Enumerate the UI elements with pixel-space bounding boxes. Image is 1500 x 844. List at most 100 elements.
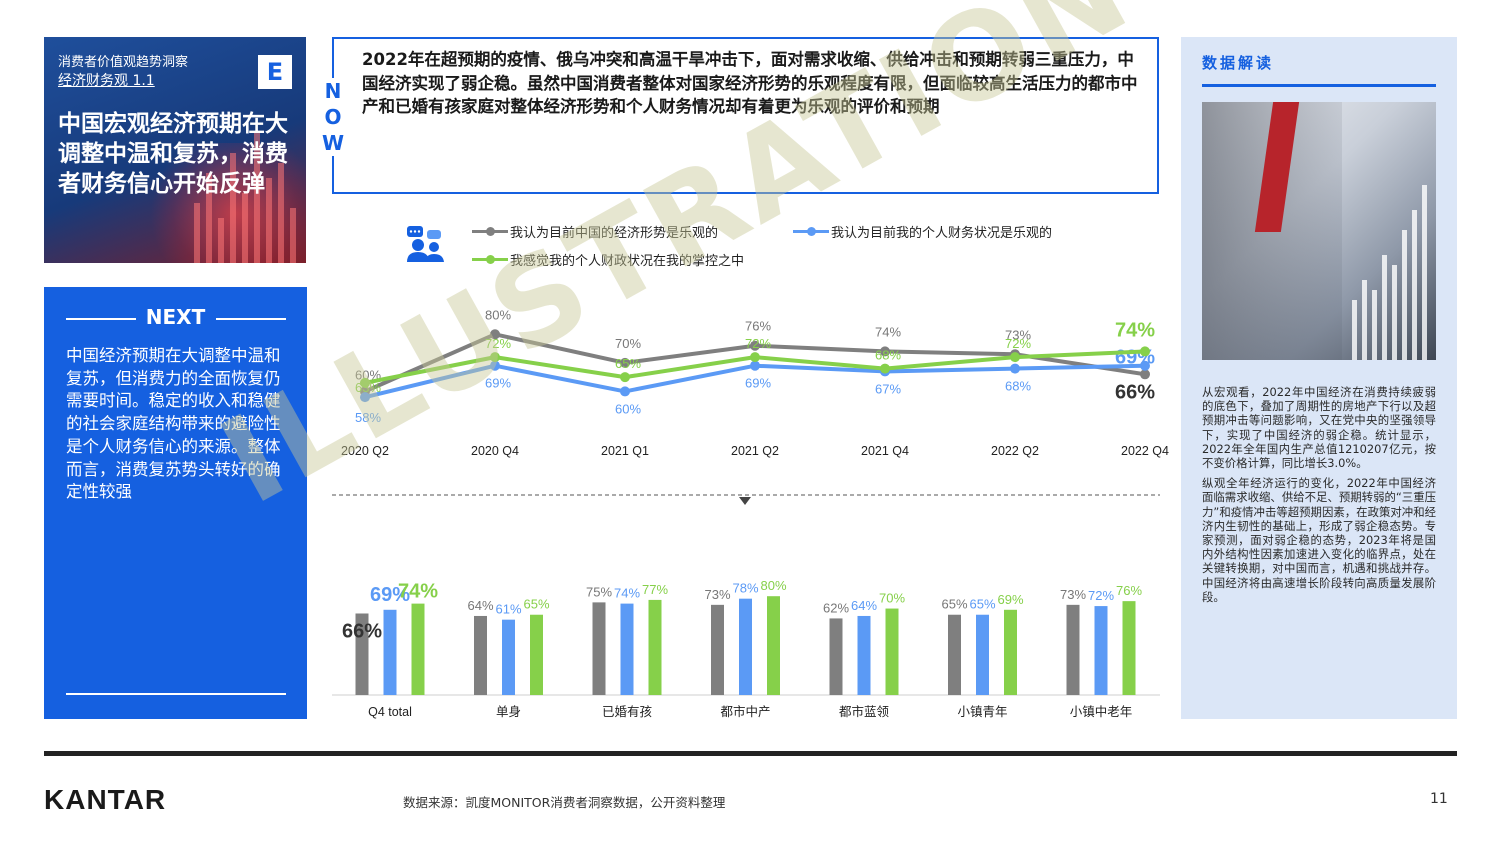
- bar-data-label-control: 77%: [642, 582, 668, 597]
- line-point-finance: [750, 360, 760, 371]
- line-x-tick-label: 2021 Q1: [601, 444, 649, 458]
- legend-label-finance: 我认为目前我的个人财务状况是乐观的: [831, 226, 1053, 241]
- next-rule-left: [66, 318, 136, 320]
- bar-data-label-finance: 61%: [495, 602, 521, 617]
- line-data-label-finance: 58%: [355, 410, 381, 425]
- line-point-control: [620, 372, 630, 383]
- line-data-label-finance: 67%: [875, 381, 901, 396]
- bar-data-label-finance: 69%: [370, 584, 410, 606]
- source-note: 数据来源：凯度MONITOR消费者洞察数据，公开资料整理: [403, 795, 726, 810]
- now-box: [332, 37, 1159, 194]
- bar-finance: [383, 609, 397, 695]
- line-data-label-control: 72%: [745, 336, 771, 351]
- bar-control: [648, 599, 662, 695]
- bar-data-label-finance: 78%: [732, 581, 758, 596]
- line-point-economy: [880, 346, 890, 357]
- bar-data-label-economy: 73%: [1060, 587, 1086, 602]
- line-data-label-finance: 69%: [745, 376, 771, 391]
- bar-economy: [711, 604, 724, 695]
- now-label: N O W: [318, 78, 348, 156]
- bar-control: [1004, 609, 1017, 695]
- bar-control: [530, 614, 543, 695]
- now-letter-n: N: [324, 79, 342, 103]
- insight-heading: 数据解读: [1202, 54, 1275, 72]
- line-x-tick-label: 2020 Q2: [341, 444, 389, 458]
- line-data-label-control: 63%: [355, 380, 381, 395]
- footer-rule: [44, 751, 1457, 756]
- insight-paragraph-1: 从宏观看，2022年中国经济在消费持续疲弱的底色下，叠加了周期性的房地产下行以及…: [1202, 385, 1436, 471]
- line-data-label-control: 74%: [1115, 319, 1155, 341]
- bar-finance: [620, 603, 634, 695]
- line-point-control: [1140, 346, 1150, 357]
- bar-data-label-economy: 64%: [467, 598, 493, 613]
- bar-finance: [739, 598, 752, 695]
- bar-data-label-control: 80%: [760, 578, 786, 593]
- trend-line-chart: 60% 80% 70% 76% 74% 73% 66% 58% 69% 60% 69% 67% 68% 6…: [341, 307, 1169, 458]
- chart-canvas: 60% 80% 70% 76% 74% 73% 66% 58% 69% 60% 69% 67% 68% 6…: [332, 307, 1169, 719]
- bar-data-label-economy: 73%: [704, 587, 730, 602]
- insight-paragraph-2: 纵观全年经济运行的变化，2022年中国经济面临需求收缩、供给不足、预期转弱的“三…: [1202, 476, 1436, 604]
- line-point-economy: [490, 329, 500, 340]
- next-rule-right: [216, 318, 286, 320]
- legend-label-economy: 我认为目前中国的经济形势是乐观的: [510, 226, 719, 241]
- now-letter-o: O: [324, 105, 342, 129]
- bar-data-label-economy: 66%: [342, 620, 382, 642]
- line-data-label-economy: 80%: [485, 307, 511, 322]
- bar-finance: [857, 615, 871, 695]
- line-point-economy: [620, 357, 630, 368]
- legend-item-economy: 我认为目前中国的经济形势是乐观的: [472, 222, 718, 241]
- bar-economy: [829, 618, 843, 695]
- line-point-control: [880, 363, 890, 374]
- bar-data-label-control: 70%: [879, 591, 905, 606]
- bar-category-label: 小镇中老年: [1070, 704, 1133, 719]
- bar-data-label-finance: 72%: [1088, 588, 1114, 603]
- bar-data-label-control: 76%: [1116, 583, 1142, 598]
- bar-category-label: 单身: [496, 704, 521, 719]
- line-point-finance: [490, 360, 500, 371]
- line-data-label-economy: 60%: [355, 367, 381, 382]
- legend-label-control: 我感觉我的个人财政状况在我的掌控之中: [510, 254, 745, 269]
- line-data-label-economy: 66%: [1115, 381, 1155, 403]
- line-x-tick-label: 2021 Q4: [861, 444, 909, 458]
- people-chat-icon: [407, 226, 444, 262]
- line-x-tick-label: 2022 Q2: [991, 444, 1039, 458]
- line-data-label-economy: 73%: [1005, 327, 1031, 342]
- line-point-finance: [1140, 360, 1150, 371]
- line-data-label-control: 72%: [485, 336, 511, 351]
- line-data-label-finance: 68%: [1005, 379, 1031, 394]
- line-data-label-economy: 70%: [615, 336, 641, 351]
- line-point-economy: [1140, 369, 1150, 380]
- line-x-tick-label: 2021 Q2: [731, 444, 779, 458]
- line-x-tick-label: 2022 Q4: [1121, 444, 1169, 458]
- series-kicker: 消费者价值观趋势洞察: [58, 55, 189, 70]
- line-data-label-finance: 60%: [615, 401, 641, 416]
- insight-text: 从宏观看，2022年中国经济在消费持续疲弱的底色下，叠加了周期性的房地产下行以及…: [1202, 385, 1436, 610]
- line-data-label-control: 68%: [875, 348, 901, 363]
- line-point-finance: [360, 392, 370, 403]
- now-text: 2022年在超预期的疫情、俄乌冲突和高温干旱冲击下，面对需求收缩、供给冲击和预期…: [362, 50, 1138, 116]
- kantar-logo: KANTAR: [44, 784, 167, 815]
- line-point-finance: [1010, 363, 1020, 374]
- next-label: NEXT: [145, 305, 206, 329]
- line-data-label-finance: 69%: [485, 376, 511, 391]
- legend-swatch-green: [472, 255, 508, 264]
- next-rule-bottom: [66, 693, 286, 695]
- bar-category-label: 都市蓝领: [839, 704, 890, 719]
- legend-item-finance: 我认为目前我的个人财务状况是乐观的: [793, 222, 1052, 241]
- line-data-label-economy: 76%: [745, 319, 771, 334]
- series-subtitle: 经济财务观 1.1: [58, 73, 155, 89]
- line-point-control: [490, 352, 500, 363]
- bar-data-label-economy: 75%: [586, 584, 612, 599]
- bar-data-label-finance: 74%: [614, 586, 640, 601]
- bar-economy: [355, 613, 369, 695]
- page-title: 中国宏观经济预期在大调整中温和复苏，消费者财务信心开始反弹: [58, 111, 288, 197]
- legend-swatch-blue: [793, 227, 829, 236]
- bar-finance: [1094, 606, 1108, 695]
- bar-data-label-control: 69%: [997, 592, 1023, 607]
- insight-heading-rule: [1202, 84, 1436, 87]
- line-x-tick-label: 2020 Q4: [471, 444, 519, 458]
- line-data-label-economy: 74%: [875, 324, 901, 339]
- now-letter-w: W: [321, 131, 345, 155]
- legend-item-control: 我感觉我的个人财政状况在我的掌控之中: [472, 250, 744, 269]
